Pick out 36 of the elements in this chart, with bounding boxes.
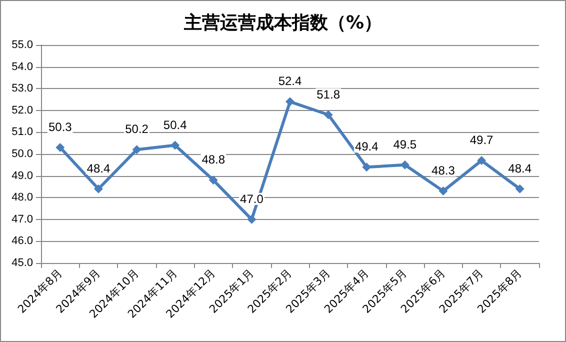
- point: [170, 140, 180, 150]
- y-tick-label: 47.0: [12, 213, 33, 226]
- point: [132, 145, 142, 154]
- text: 49.7: [470, 133, 494, 148]
- point: [515, 184, 524, 194]
- text: 48.3: [432, 164, 455, 178]
- text: 51.8: [316, 87, 340, 102]
- point: [438, 186, 448, 196]
- point: [56, 142, 65, 152]
- point: [324, 110, 333, 120]
- y-tick-label: 48.0: [12, 192, 33, 204]
- y-tick-label: 45.0: [12, 257, 33, 269]
- y-tick-label: 49.0: [12, 170, 33, 182]
- text: 48.4: [86, 161, 110, 176]
- point: [208, 176, 218, 185]
- point: [94, 184, 103, 194]
- text: 48.8: [202, 152, 226, 167]
- point: [477, 156, 486, 166]
- text: 52.4: [278, 74, 302, 88]
- point: [247, 214, 256, 224]
- text: 50.3: [48, 120, 72, 134]
- text: 47.0: [240, 192, 264, 206]
- chart-title: 主营运营成本指数（%）: [182, 12, 382, 34]
- y-tick-label: 50.0: [12, 148, 33, 160]
- text: 49.5: [393, 137, 417, 152]
- text: 49.4: [354, 140, 378, 154]
- y-tick-label: 53.0: [12, 82, 33, 95]
- text: 50.2: [125, 122, 148, 136]
- y-tick-label: 52.0: [12, 104, 33, 116]
- text: 50.4: [163, 118, 187, 132]
- y-tick-label: 46.0: [12, 235, 33, 248]
- point: [286, 97, 294, 106]
- text: 48.4: [508, 161, 532, 176]
- y-tick-label: 55.0: [12, 39, 33, 51]
- y-tick-label: 54.0: [12, 60, 33, 73]
- y-tick-label: 51.0: [12, 126, 33, 138]
